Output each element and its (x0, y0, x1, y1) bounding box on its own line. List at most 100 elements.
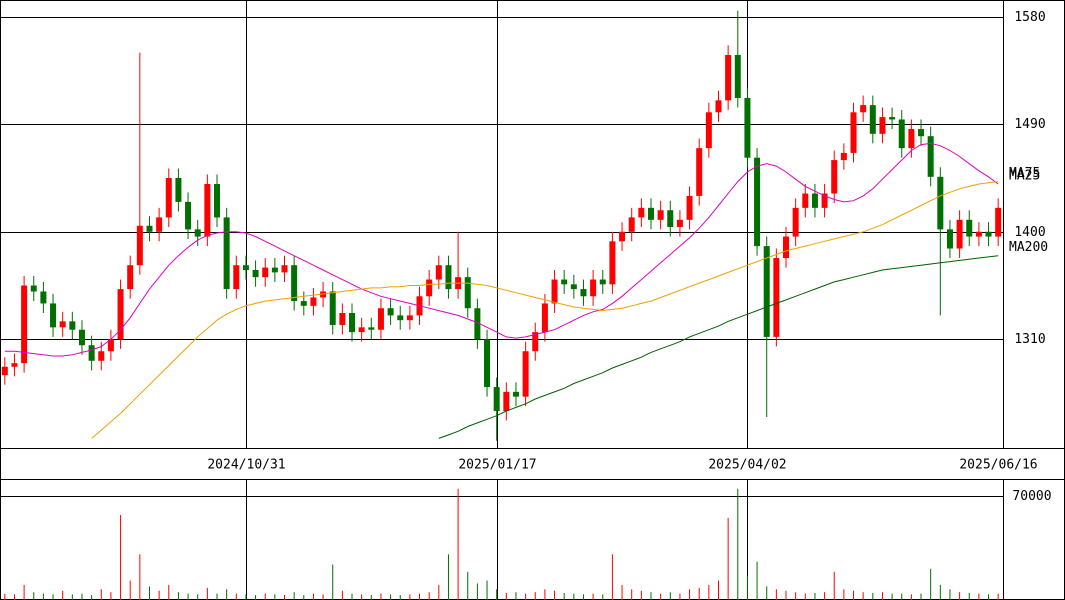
candle-body (493, 387, 500, 411)
candle-body (233, 265, 240, 290)
candle-body (464, 277, 471, 309)
candle-body (638, 207, 645, 218)
candle-body (551, 279, 558, 304)
candle-body (956, 219, 963, 249)
candle-body (541, 303, 548, 333)
candle-body (937, 176, 944, 230)
candle-body (117, 289, 124, 340)
candle-body (676, 219, 683, 227)
candle-body (377, 308, 384, 330)
candle-body (474, 308, 481, 340)
candle-body (918, 129, 925, 137)
candle-body (349, 313, 356, 333)
candle-body (107, 339, 114, 352)
candle-body (88, 345, 95, 361)
candle-body (619, 231, 626, 242)
candle-body (127, 265, 134, 290)
candle-body (78, 329, 85, 346)
candle-body (175, 178, 182, 202)
candle-body (647, 207, 654, 220)
candle-body (754, 157, 761, 247)
candle-body (21, 285, 28, 364)
candle-body (744, 97, 751, 158)
candle-body (725, 54, 732, 101)
candle-body (532, 332, 539, 352)
candle-body (667, 210, 674, 227)
candle-body (609, 241, 616, 285)
candle-body (561, 279, 568, 285)
candle-body (242, 265, 249, 270)
legend-label: MA75 (1009, 166, 1040, 181)
candle-body (339, 313, 346, 325)
candle-body (194, 229, 201, 237)
candle-body (590, 279, 597, 297)
candle-body (792, 207, 799, 237)
candle-body (435, 265, 442, 280)
candle-body (599, 279, 606, 285)
candle-body (484, 339, 491, 388)
candle-body (975, 231, 982, 237)
y-tick-label: 1400 (1014, 225, 1045, 240)
candle-body (966, 219, 973, 237)
moving-average-line (4, 142, 999, 357)
candle-body (840, 152, 847, 161)
candle-body (252, 269, 259, 278)
candle-body (406, 315, 413, 321)
candle-body (281, 265, 288, 273)
candle-body (291, 265, 298, 302)
candle-body (165, 178, 172, 218)
candle-body (50, 303, 57, 328)
candle-body (628, 217, 635, 232)
candle-body (763, 246, 770, 337)
candle-body (686, 195, 693, 220)
candle-body (850, 112, 857, 153)
volume-tick-label: 70000 (1012, 489, 1051, 504)
moving-average-line (438, 255, 999, 439)
x-tick-label: 2025/04/02 (708, 458, 786, 473)
candle-body (185, 201, 192, 230)
candle-body (40, 291, 47, 304)
candle-body (889, 117, 896, 120)
candle-body (329, 291, 336, 325)
candle-body (30, 285, 37, 292)
y-tick-label: 1580 (1014, 10, 1045, 25)
candle-body (146, 225, 153, 232)
candle-body (879, 117, 886, 134)
legend-label: MA25 (1009, 168, 1040, 183)
candle-body (426, 279, 433, 297)
candle-body (156, 217, 163, 232)
candle-body (985, 231, 992, 237)
candle-body (927, 136, 934, 177)
candle-body (783, 236, 790, 259)
candle-body (995, 207, 1002, 237)
candle-body (387, 308, 394, 316)
candle-body (705, 112, 712, 149)
candle-body (860, 105, 867, 113)
candle-body (310, 297, 317, 306)
candle-body (512, 391, 519, 397)
candle-body (811, 193, 818, 208)
candle-body (580, 289, 587, 297)
candle-body (136, 225, 143, 266)
candle-body (11, 363, 18, 367)
candle-body (320, 291, 327, 298)
candle-body (213, 183, 220, 218)
candle-body (358, 327, 365, 333)
candle-body (715, 100, 722, 113)
candle-body (1, 366, 8, 376)
x-tick-label: 2024/10/31 (207, 458, 285, 473)
candle-body (204, 183, 211, 237)
candle-body (445, 265, 452, 290)
candle-body (271, 267, 278, 273)
candle-body (368, 327, 375, 330)
candle-body (898, 119, 905, 149)
x-tick-label: 2025/01/17 (458, 458, 536, 473)
candle-body (59, 321, 66, 328)
legend-label: MA200 (1009, 240, 1048, 255)
candle-body (69, 321, 76, 330)
candle-body (570, 284, 577, 290)
y-tick-label: 1310 (1014, 332, 1045, 347)
candle-body (831, 160, 838, 194)
